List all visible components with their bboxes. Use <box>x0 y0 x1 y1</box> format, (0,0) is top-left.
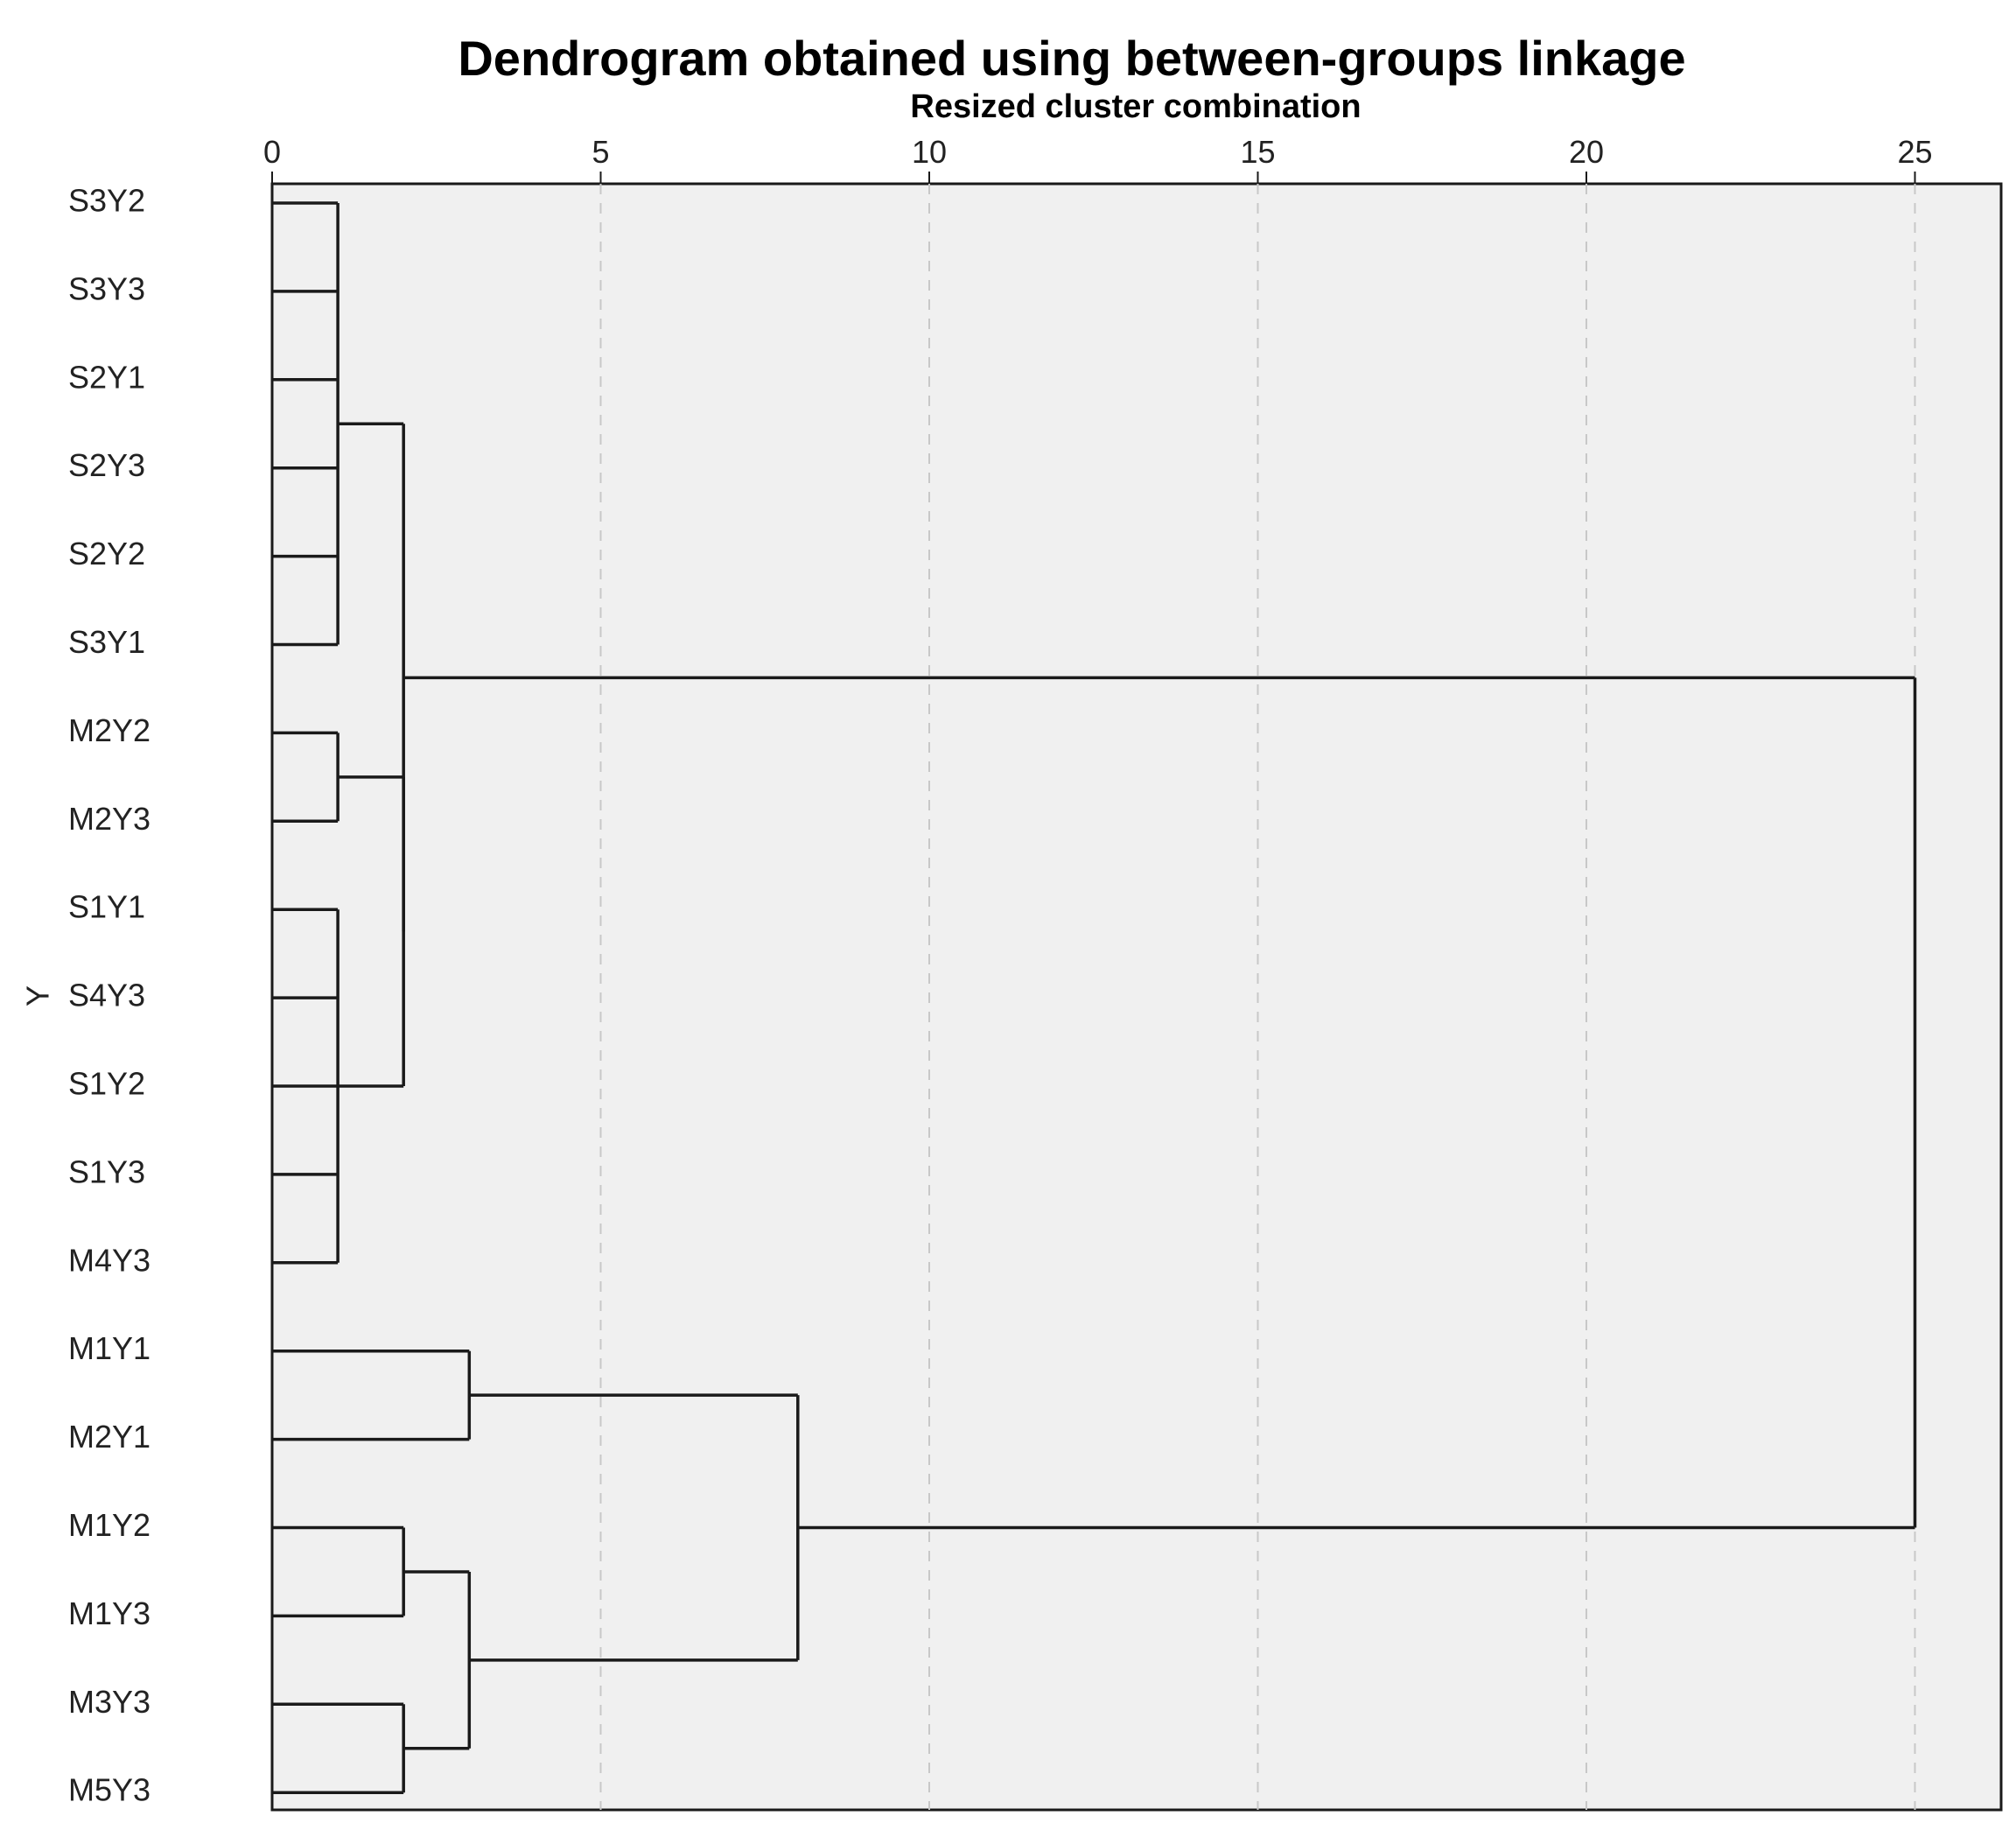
leaf-label-s3y3: S3Y3 <box>68 270 145 306</box>
leaf-label-m4y3: M4Y3 <box>68 1242 150 1278</box>
leaf-label-s2y1: S2Y1 <box>68 359 145 395</box>
leaf-label-m3y3: M3Y3 <box>68 1684 150 1720</box>
x-tick-label-20: 20 <box>1569 134 1604 170</box>
leaf-label-s3y2: S3Y2 <box>68 183 145 219</box>
x-tick-label-15: 15 <box>1240 134 1275 170</box>
leaf-label-m5y3: M5Y3 <box>68 1772 150 1808</box>
leaf-label-s2y2: S2Y2 <box>68 536 145 571</box>
leaf-label-m1y3: M1Y3 <box>68 1595 150 1631</box>
leaf-label-s4y3: S4Y3 <box>68 978 145 1013</box>
leaf-label-m2y3: M2Y3 <box>68 801 150 837</box>
x-tick-label-5: 5 <box>592 134 609 170</box>
plot-area <box>270 182 2003 1812</box>
leaf-label-s3y1: S3Y1 <box>68 624 145 660</box>
leaf-label-m2y2: M2Y2 <box>68 712 150 748</box>
leaf-label-s1y1: S1Y1 <box>68 889 145 925</box>
leaf-labels: S3Y2 S3Y3 S2Y1 S2Y3 S2Y2 S3Y1 M2Y2 M2Y3 S1Y1 S4Y3… <box>68 183 150 1808</box>
x-axis-label: Resized cluster combination <box>910 88 1361 125</box>
leaf-label-m1y1: M1Y1 <box>68 1330 150 1366</box>
leaf-label-s2y3: S2Y3 <box>68 447 145 483</box>
x-axis-ticks: 0 5 10 15 20 25 <box>263 134 1933 184</box>
x-tick-label-10: 10 <box>912 134 947 170</box>
chart-title: Dendrogram obtained using between-groups… <box>458 31 1685 86</box>
x-tick-label-25: 25 <box>1897 134 1932 170</box>
x-tick-label-0: 0 <box>263 134 281 170</box>
leaf-label-m1y2: M1Y2 <box>68 1507 150 1543</box>
dendrogram-links <box>272 201 1917 1794</box>
leaf-label-s1y2: S1Y2 <box>68 1066 145 1102</box>
y-axis-label: Y <box>20 985 56 1006</box>
leaf-label-s1y3: S1Y3 <box>68 1153 145 1189</box>
leaf-label-m2y1: M2Y1 <box>68 1419 150 1455</box>
